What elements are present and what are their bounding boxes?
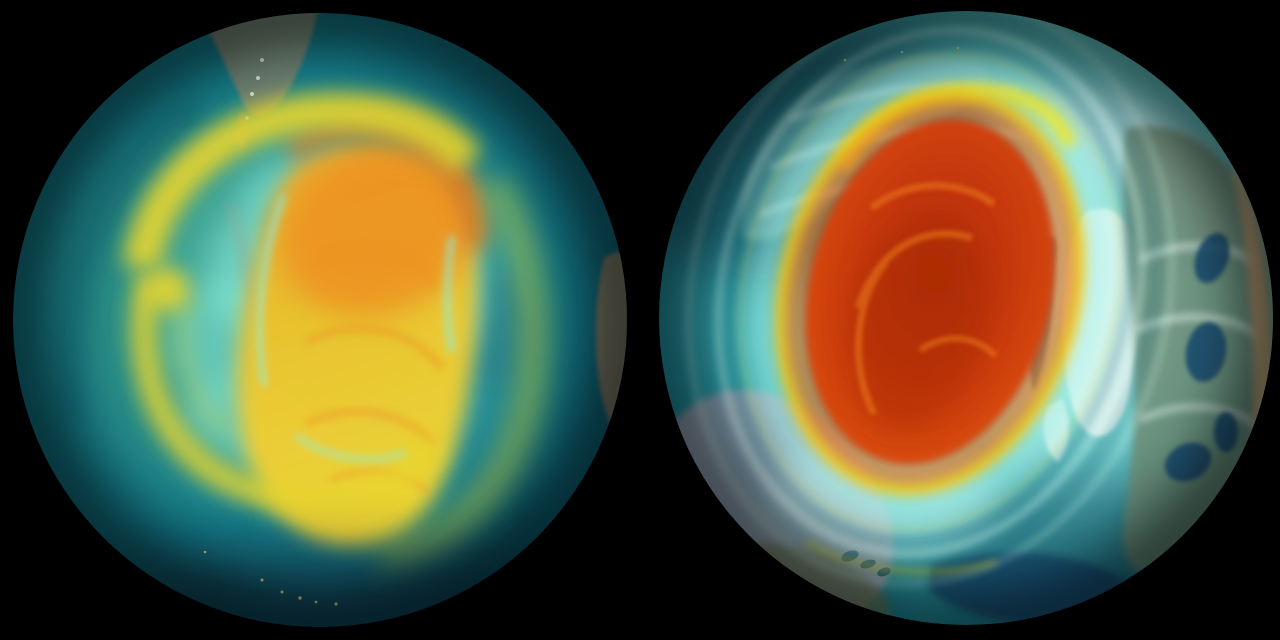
- vortex-yellow-ring-top-bright: [835, 83, 1078, 172]
- ozone-swirl-band-right: [377, 171, 549, 570]
- ozone-streak-texture: [304, 247, 445, 495]
- vortex-cyan-glow: [750, 63, 1110, 521]
- left-ocean-swirl-shade-1: [61, 97, 206, 422]
- vortex-yellow-ring: [775, 89, 1085, 495]
- ozone-swirl-arc-top: [123, 91, 484, 271]
- vortex-orange-rim: [785, 99, 1075, 485]
- ozone-swirl-knot: [146, 268, 190, 312]
- ozone-spiral-arm: [131, 273, 443, 514]
- arctic-globe: [659, 11, 1273, 625]
- ozone-spiral-arm-inner: [176, 298, 232, 437]
- antarctic-globe: [13, 13, 627, 627]
- coastline-cyan-highlights: [256, 194, 456, 463]
- vortex-core-streaks: [854, 182, 999, 416]
